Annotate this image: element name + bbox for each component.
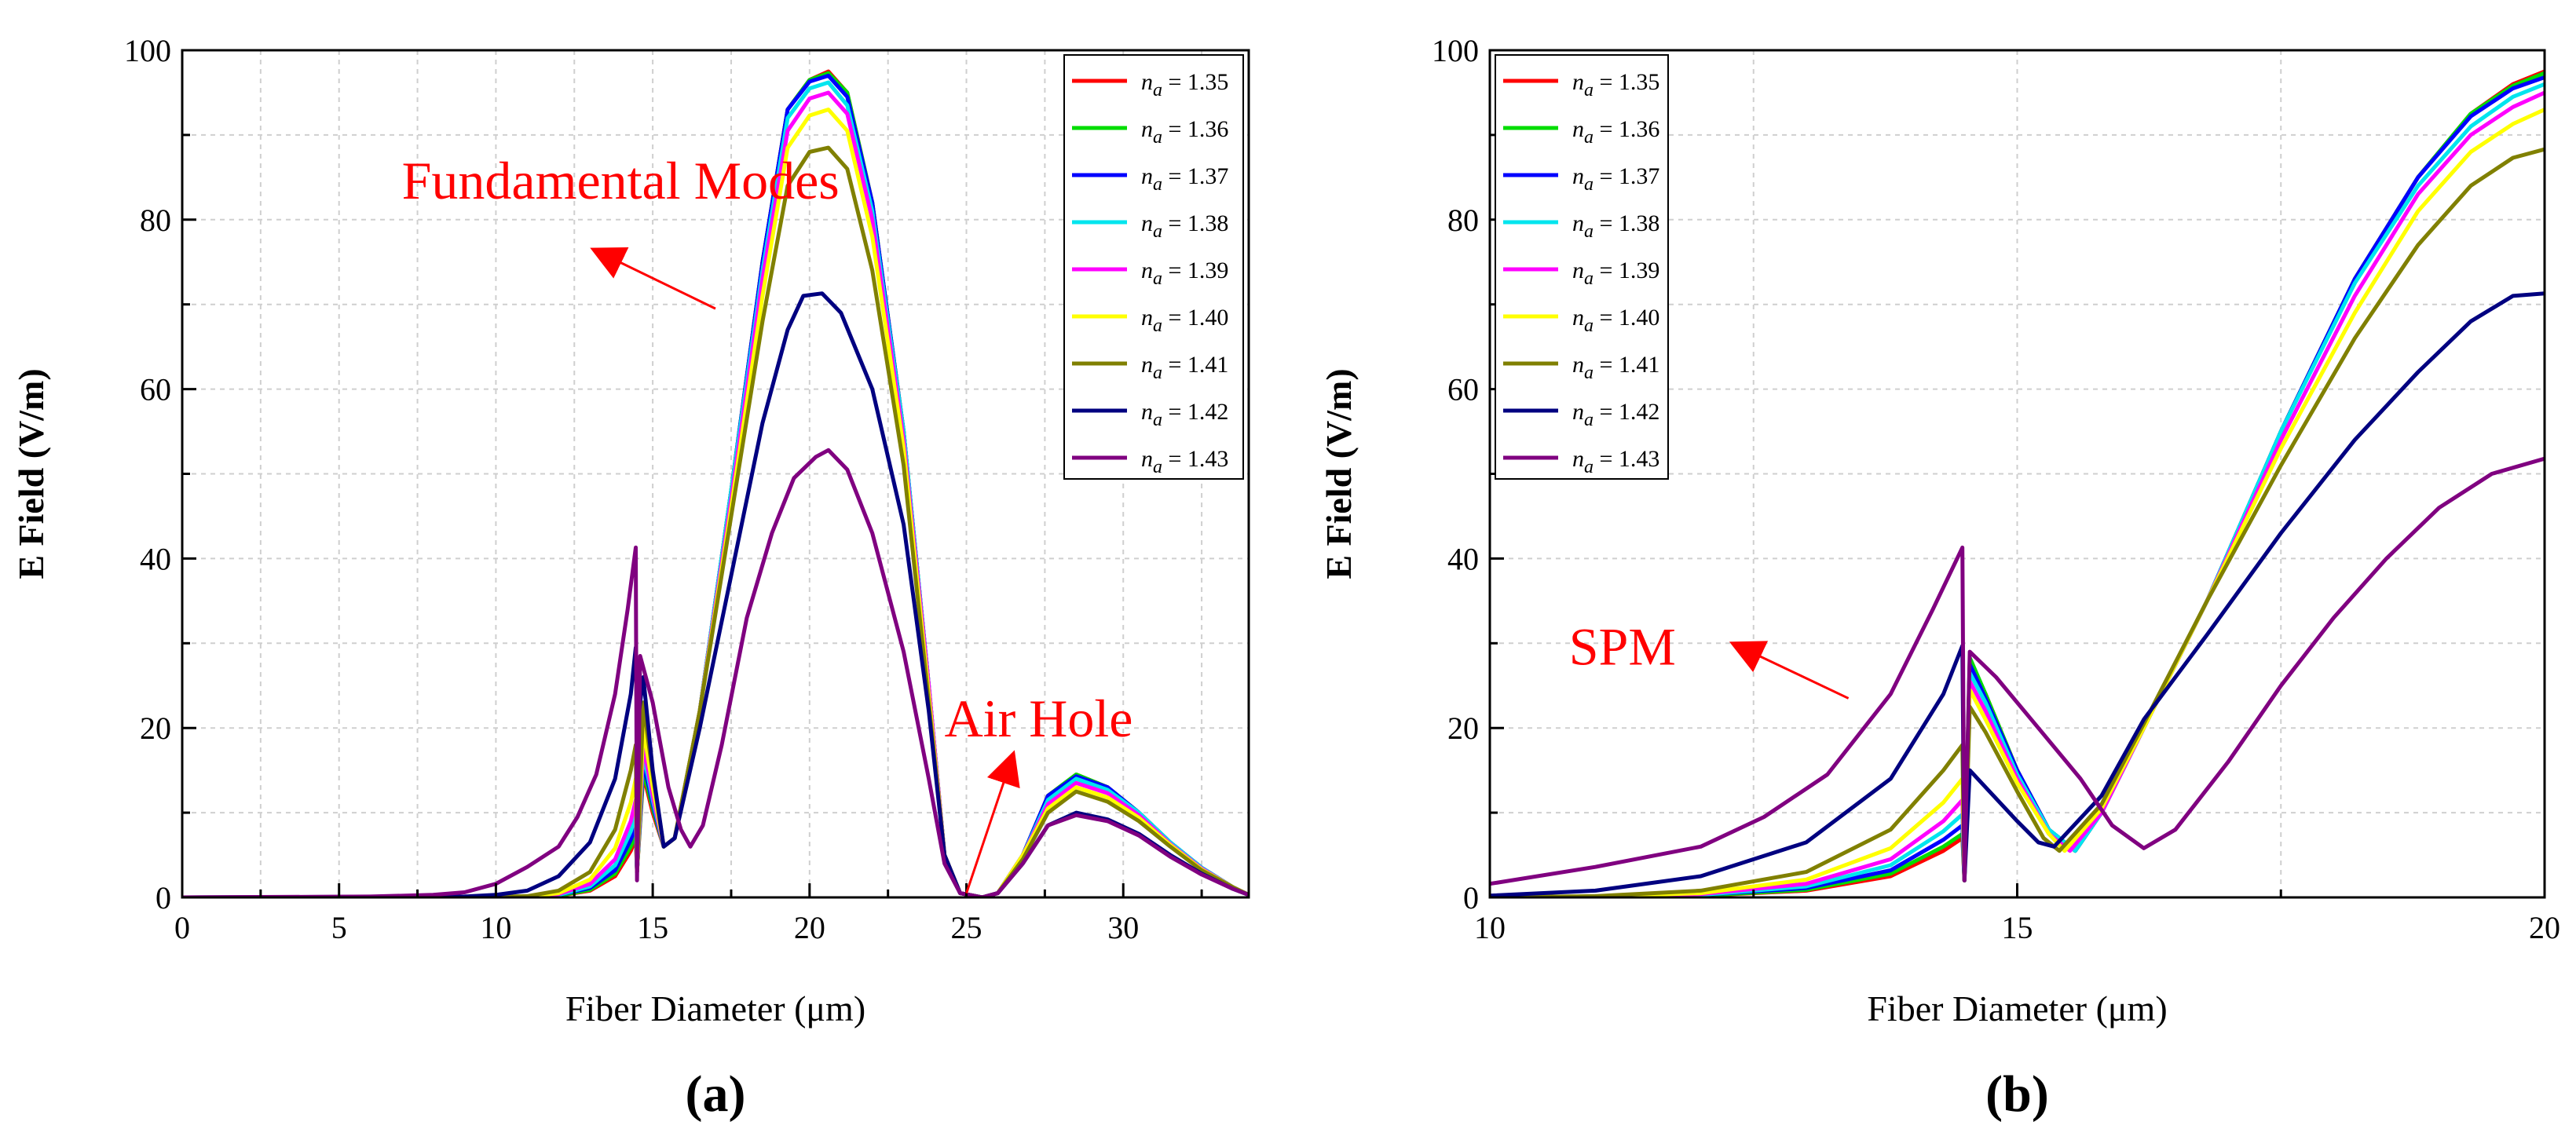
series-line-1-38 (182, 80, 1249, 897)
legend-entry: na = 1.39 (1572, 258, 1659, 289)
legend-entry: na = 1.41 (1141, 352, 1228, 383)
y-tick-label: 80 (140, 203, 171, 238)
legend-entry: na = 1.43 (1572, 446, 1659, 477)
x-tick-label: 20 (794, 910, 825, 945)
legend-entry: na = 1.38 (1141, 210, 1228, 242)
series-line-1-40 (182, 108, 1249, 897)
legend-entry: na = 1.37 (1141, 163, 1228, 195)
ticks: 0 5 10 15 20 25 30 0 20 40 60 80 100 (124, 33, 1203, 945)
series-line-1-42 (182, 291, 1249, 897)
x-axis-label: Fiber Diameter (μm) (1867, 988, 2167, 1029)
legend-entry: na = 1.39 (1141, 258, 1228, 289)
x-tick-label: 30 (1107, 910, 1139, 945)
series-line-1-43 (1490, 456, 2545, 886)
x-tick-label: 0 (174, 910, 190, 945)
chart-panel-a: 0 5 10 15 20 25 30 0 20 40 60 80 100 Fiber Diameter (… (11, 33, 1250, 1123)
legend: na = 1.35 na = 1.36 na = 1.37 na = 1.38 na =… (1495, 54, 1669, 480)
y-tick-label: 100 (124, 33, 171, 68)
panel-label: (b) (1985, 1065, 2049, 1123)
legend: na = 1.35 na = 1.36 na = 1.37 na = 1.38 na =… (1063, 54, 1244, 480)
y-tick-label: 100 (1432, 33, 1479, 68)
series-line-1-39 (182, 90, 1249, 897)
series-group (182, 69, 1249, 897)
series-line-1-40 (1490, 108, 2545, 897)
ticks: 10 15 20 0 20 40 60 80 100 (1432, 33, 2560, 945)
chart-panel-b: 10 15 20 0 20 40 60 80 100 Fiber Diameter (μm) E F… (1319, 33, 2560, 1123)
annotation-label: Fundamental Modes (402, 151, 840, 210)
x-tick-label: 10 (480, 910, 511, 945)
y-tick-label: 0 (156, 880, 171, 915)
series-line-1-43 (182, 448, 1249, 897)
y-tick-label: 20 (140, 711, 171, 746)
annotation-label: SPM (1569, 616, 1676, 676)
x-tick-label: 20 (2529, 910, 2560, 945)
legend-entry: na = 1.42 (1572, 399, 1659, 430)
legend-entry: na = 1.36 (1141, 116, 1228, 148)
legend-entry: na = 1.37 (1572, 163, 1659, 195)
x-tick-label: 5 (331, 910, 347, 945)
legend-box (1063, 54, 1244, 480)
y-tick-label: 40 (140, 541, 171, 576)
y-tick-label: 40 (1447, 541, 1479, 576)
y-tick-label: 60 (1447, 372, 1479, 407)
annotation-label: Air Hole (945, 689, 1133, 748)
y-tick-label: 80 (1447, 203, 1479, 238)
legend-entry: na = 1.38 (1572, 210, 1659, 242)
legend-entry: na = 1.41 (1572, 352, 1659, 383)
y-axis-label: E Field (V/m) (1319, 368, 1359, 579)
y-tick-label: 20 (1447, 711, 1479, 746)
series-group (1490, 69, 2545, 897)
legend-entry: na = 1.40 (1141, 305, 1228, 336)
series-line-1-41 (182, 145, 1249, 897)
annotation-arrow (1729, 641, 1850, 700)
x-axis-label: Fiber Diameter (μm) (565, 988, 865, 1029)
y-axis-label: E Field (V/m) (11, 368, 51, 579)
x-tick-label: 15 (637, 910, 668, 945)
x-tick-label: 25 (951, 910, 982, 945)
legend-entry: na = 1.35 (1572, 69, 1659, 100)
legend-entry: na = 1.35 (1141, 69, 1228, 100)
legend-box (1495, 54, 1669, 480)
panel-label: (a) (686, 1065, 746, 1123)
x-tick-label: 10 (1474, 910, 1506, 945)
grid (1490, 50, 2545, 897)
annotations: SPM (1569, 616, 1850, 700)
y-tick-label: 0 (1463, 880, 1479, 915)
legend-entry: na = 1.36 (1572, 116, 1659, 148)
legend-entry: na = 1.43 (1141, 446, 1228, 477)
annotation-arrow (965, 750, 1020, 894)
y-tick-label: 60 (140, 372, 171, 407)
x-tick-label: 15 (2002, 910, 2033, 945)
annotations: Fundamental Modes Air Hole (402, 151, 1133, 894)
series-line-1-42 (1490, 291, 2545, 897)
series-line-1-37 (182, 73, 1249, 897)
series-line-1-38 (1490, 82, 2545, 897)
legend-entry: na = 1.42 (1141, 399, 1228, 430)
series-line-1-41 (1490, 147, 2545, 897)
annotation-arrow (590, 247, 716, 310)
legend-entry: na = 1.40 (1572, 305, 1659, 336)
